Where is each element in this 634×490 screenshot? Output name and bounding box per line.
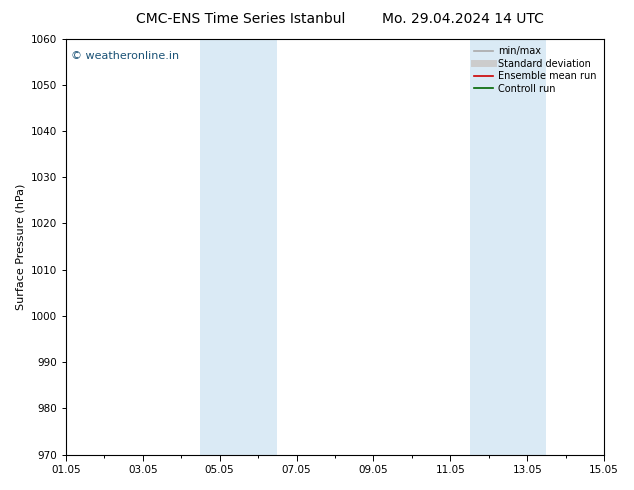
Y-axis label: Surface Pressure (hPa): Surface Pressure (hPa) bbox=[15, 183, 25, 310]
Bar bbox=[470, 39, 547, 455]
Bar bbox=[200, 39, 277, 455]
Text: Mo. 29.04.2024 14 UTC: Mo. 29.04.2024 14 UTC bbox=[382, 12, 544, 26]
Legend: min/max, Standard deviation, Ensemble mean run, Controll run: min/max, Standard deviation, Ensemble me… bbox=[470, 44, 599, 97]
Text: CMC-ENS Time Series Istanbul: CMC-ENS Time Series Istanbul bbox=[136, 12, 346, 26]
Text: © weatheronline.in: © weatheronline.in bbox=[71, 51, 179, 61]
